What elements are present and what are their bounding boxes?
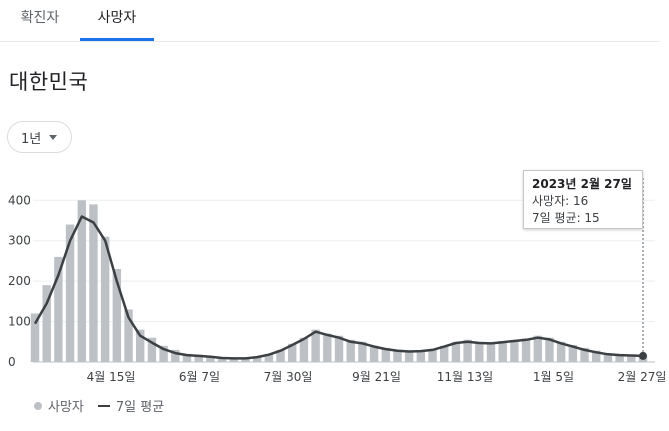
chart-bar <box>264 353 274 362</box>
x-tick-label: 7월 30일 <box>264 370 313 384</box>
page-title: 대한민국 <box>9 70 89 94</box>
tab-deaths[interactable]: 사망자 <box>80 0 154 41</box>
chart-bar <box>100 236 110 362</box>
chart-bar <box>276 349 285 362</box>
x-tick-label: 2월 27일 <box>618 370 667 384</box>
chart-bar <box>54 256 63 362</box>
chart-bar <box>147 337 157 362</box>
chart-bar <box>112 269 122 362</box>
chart-bar <box>486 342 496 362</box>
tab-bar: 확진자 사망자 <box>0 0 660 42</box>
y-tick-label: 0 <box>8 355 16 369</box>
chart-bar <box>592 350 601 362</box>
hover-point <box>639 351 647 360</box>
chart-bar <box>358 341 367 362</box>
chart-bar <box>510 339 519 362</box>
chart-bar <box>381 347 390 362</box>
x-tick-label: 4월 15일 <box>87 370 136 384</box>
chart-bar <box>533 335 542 362</box>
chart-bar <box>463 339 472 362</box>
chart-bar <box>42 285 51 362</box>
chart-average-line <box>33 215 644 360</box>
chart-bar <box>334 335 344 362</box>
chart-bar <box>404 350 414 362</box>
chart-line-group <box>33 215 644 360</box>
chart-bar <box>451 341 461 362</box>
y-tick-label: 300 <box>8 234 31 248</box>
tooltip-deaths: 사망자: 16 <box>532 194 589 208</box>
chart-bar <box>299 337 309 362</box>
chart-bar <box>603 353 613 362</box>
chart-bar <box>498 340 507 362</box>
chart-bar <box>627 354 636 362</box>
chart-bar <box>124 309 133 362</box>
legend-line-label: 7일 평균 <box>115 400 165 415</box>
chart-bar <box>393 349 402 362</box>
chart-bar <box>252 356 262 362</box>
y-tick-label: 200 <box>8 274 31 288</box>
chart-bar <box>30 313 40 362</box>
chart-bar <box>206 355 215 362</box>
chart-bar <box>475 341 484 362</box>
x-tick-label: 6월 7일 <box>179 370 220 384</box>
chart-bar <box>65 224 75 362</box>
chart-bar <box>311 329 320 362</box>
deaths-chart[interactable]: 0 100 200 300 400 4월 15일 6월 7일 7월 30일 9월 21일 11월… <box>0 160 669 390</box>
x-tick-label: 11월 13일 <box>437 370 493 384</box>
chart-bar <box>159 345 168 362</box>
tab-cases[interactable]: 확진자 <box>20 10 60 26</box>
chart-bar <box>416 350 426 362</box>
chart-bar <box>428 349 437 362</box>
y-axis: 0 100 200 300 400 <box>8 193 31 369</box>
chart-bar <box>171 349 180 362</box>
y-tick-label: 100 <box>8 315 31 329</box>
chart-legend: 사망자 7일 평균 <box>34 396 164 415</box>
chart-bar <box>288 343 297 362</box>
chart-bar <box>182 353 192 362</box>
tooltip-date: 2023년 2월 27일 <box>532 177 632 191</box>
range-dropdown[interactable]: 1년 <box>7 121 72 153</box>
legend-bars-label: 사망자 <box>48 400 84 415</box>
chart-bar <box>346 339 355 362</box>
chart-bar <box>440 345 449 362</box>
chart-tooltip: 2023년 2월 27일 사망자: 16 7일 평균: 15 <box>523 170 643 229</box>
legend-line-icon <box>97 404 110 407</box>
chart-bar <box>615 353 624 362</box>
chart-bar <box>521 338 531 362</box>
chart-bar <box>323 333 332 362</box>
caret-down-icon <box>49 135 58 140</box>
tooltip-average: 7일 평균: 15 <box>532 211 600 225</box>
x-axis: 4월 15일 6월 7일 7월 30일 9월 21일 11월 13일 1월 5일 2월 27… <box>87 370 667 384</box>
hover-marker <box>639 178 647 362</box>
chart-bar <box>580 347 589 362</box>
chart-bar <box>194 354 203 362</box>
x-tick-label: 1월 5일 <box>533 370 574 384</box>
chart-bars <box>30 200 648 362</box>
y-tick-label: 400 <box>8 193 31 207</box>
chart-bar <box>77 200 86 362</box>
chart-bar <box>229 357 238 362</box>
chart-bar <box>217 357 227 362</box>
chart-bar <box>369 345 379 362</box>
chart-bar <box>568 345 578 362</box>
chart-bar <box>89 204 98 362</box>
chart-bar <box>136 329 145 362</box>
chart-bar <box>241 357 250 362</box>
range-label: 1년 <box>21 131 42 147</box>
chart-bar <box>545 337 554 362</box>
x-tick-label: 9월 21일 <box>352 370 401 384</box>
legend-bar-icon <box>34 401 42 410</box>
chart-bar <box>556 341 566 362</box>
